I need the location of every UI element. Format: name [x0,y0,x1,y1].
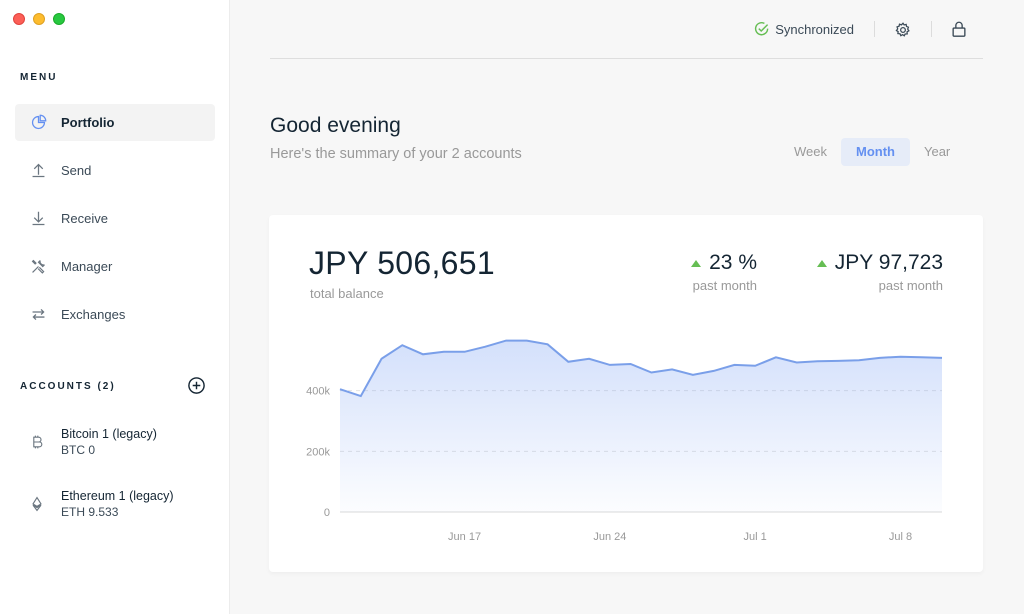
total-balance-value: JPY 506,651 [309,245,495,281]
change-amount-value: JPY 97,723 [834,251,943,274]
upload-arrow-icon [29,162,47,180]
window-controls [13,13,65,25]
x-tick-label: Jul 8 [889,531,912,543]
main-nav: Portfolio Send Receive Manager Exchanges [15,104,215,344]
top-bar: Synchronized [270,0,983,59]
account-balance: ETH 9.533 [61,505,119,519]
divider [874,21,875,37]
gear-icon[interactable] [894,21,912,39]
chart-area-fill [340,340,942,512]
check-circle-icon [755,22,769,36]
sidebar-item-label: Exchanges [61,307,126,322]
account-name: Bitcoin 1 (legacy) [61,427,157,441]
sidebar-item-label: Portfolio [61,115,115,130]
download-arrow-icon [29,210,47,228]
sidebar-item-portfolio[interactable]: Portfolio [15,104,215,141]
sidebar: MENU Portfolio Send Receive Manager [0,0,230,614]
x-tick-label: Jul 1 [744,531,767,543]
account-item-bitcoin[interactable]: Bitcoin 1 (legacy) BTC 0 [28,424,218,460]
tools-icon [29,258,47,276]
bitcoin-icon [28,433,46,451]
account-name: Ethereum 1 (legacy) [61,489,174,503]
sync-status[interactable]: Synchronized [754,21,854,37]
zoom-window-button[interactable] [53,13,65,25]
lock-icon[interactable] [950,20,968,38]
x-tick-label: Jun 24 [593,531,626,543]
range-week-button[interactable]: Week [794,144,827,159]
time-range-selector: Week Month Year [780,138,964,166]
balance-chart[interactable]: 0 200k 400k Jun 17 Jun 24 Jul 1 Jul 8 [269,330,983,560]
range-month-button[interactable]: Month [841,138,910,166]
ethereum-icon [28,495,46,513]
total-balance-label: total balance [310,286,384,301]
y-tick-label: 400k [306,386,330,398]
change-percent-stat: 23 % past month [691,251,757,293]
sidebar-item-send[interactable]: Send [15,152,215,189]
account-item-ethereum[interactable]: Ethereum 1 (legacy) ETH 9.533 [28,486,218,522]
sidebar-item-exchanges[interactable]: Exchanges [15,296,215,333]
sidebar-item-label: Receive [61,211,108,226]
sidebar-item-label: Manager [61,259,113,274]
change-amount-stat: JPY 97,723 past month [816,251,943,293]
accounts-section-title: ACCOUNTS (2) [20,381,116,392]
y-tick-label: 0 [324,507,330,519]
range-year-button[interactable]: Year [923,144,951,159]
exchange-arrows-icon [29,306,47,324]
close-window-button[interactable] [13,13,25,25]
chart-line [339,339,943,398]
sync-label: Synchronized [775,21,854,37]
menu-section-title: MENU [20,72,58,83]
page-subtitle: Here's the summary of your 2 accounts [270,146,522,162]
y-tick-label: 200k [306,446,330,458]
divider [931,21,932,37]
up-triangle-icon [691,259,702,267]
change-amount-label: past month [878,278,943,293]
sidebar-item-manager[interactable]: Manager [15,248,215,285]
x-tick-label: Jun 17 [448,531,481,543]
up-triangle-icon [816,259,827,267]
sidebar-item-label: Send [61,163,92,178]
pie-chart-icon [29,114,47,132]
sidebar-item-receive[interactable]: Receive [15,200,215,237]
change-percent-value: 23 % [709,251,757,274]
account-balance: BTC 0 [61,443,96,457]
minimize-window-button[interactable] [33,13,45,25]
change-percent-label: past month [692,278,757,293]
add-account-icon[interactable] [187,376,206,395]
accounts-list: Bitcoin 1 (legacy) BTC 0 Ethereum 1 (leg… [28,424,218,548]
page-title: Good evening [270,114,401,137]
